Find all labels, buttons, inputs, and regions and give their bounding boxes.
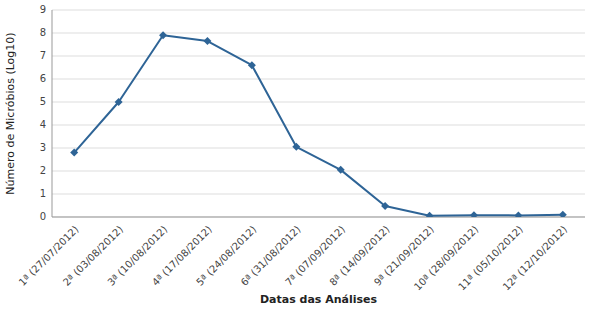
- y-tick-label: 1: [40, 188, 46, 199]
- grid-line: [52, 102, 585, 103]
- grid: [52, 10, 585, 217]
- y-tick-label: 8: [40, 27, 46, 38]
- chart-container: 01234567891ª (27/07/2012)2ª (03/08/2012)…: [0, 0, 597, 309]
- marker: [559, 211, 567, 217]
- line: [74, 35, 563, 216]
- grid-line: [52, 56, 585, 57]
- y-tick-label: 9: [40, 4, 46, 15]
- marker: [426, 212, 434, 217]
- marker: [514, 211, 522, 217]
- marker: [159, 31, 167, 39]
- marker: [381, 202, 389, 210]
- y-tick-label: 6: [40, 73, 46, 84]
- marker: [70, 149, 78, 157]
- grid-line: [52, 33, 585, 34]
- y-tick-label: 5: [40, 96, 46, 107]
- x-axis-line: [52, 217, 585, 218]
- grid-line: [52, 171, 585, 172]
- grid-line: [52, 125, 585, 126]
- marker: [203, 37, 211, 45]
- grid-line: [52, 10, 585, 11]
- x-tick-label: 12ª (12/10/2012): [501, 224, 570, 293]
- chart-svg: 01234567891ª (27/07/2012)2ª (03/08/2012)…: [0, 0, 597, 309]
- marker: [470, 211, 478, 217]
- plot-area: [70, 31, 567, 217]
- y-tick-label: 7: [40, 50, 46, 61]
- y-tick-label: 4: [40, 119, 46, 130]
- grid-line: [52, 194, 585, 195]
- y-tick-label: 2: [40, 165, 46, 176]
- marker: [292, 143, 300, 151]
- grid-line: [52, 217, 585, 218]
- y-tick-label: 3: [40, 142, 46, 153]
- y-axis-line: [52, 10, 53, 217]
- marker: [337, 166, 345, 174]
- x-axis-label: Datas das Análises: [260, 293, 378, 306]
- marker: [115, 98, 123, 106]
- grid-line: [52, 148, 585, 149]
- y-tick-label: 0: [40, 211, 46, 222]
- grid-line: [52, 79, 585, 80]
- y-axis-label: Número de Micróbios (Log10): [4, 32, 17, 194]
- marker: [248, 61, 256, 69]
